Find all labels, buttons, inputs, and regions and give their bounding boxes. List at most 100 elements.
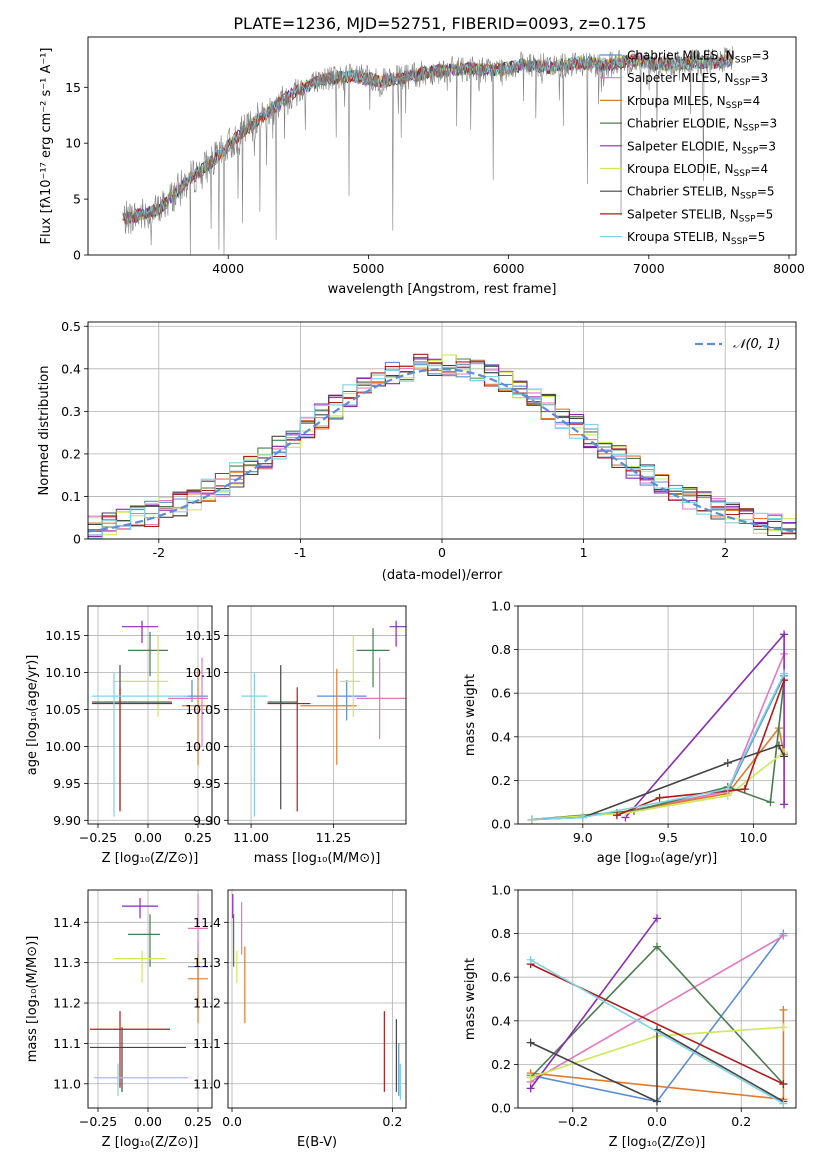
x-tick-label: 9.0 (573, 830, 593, 845)
y-tick-label: 15 (65, 80, 81, 95)
y-tick-label: 0.2 (491, 1057, 511, 1072)
legend-label: Salpeter MILES, NSSP=3 (627, 71, 768, 88)
y-tick-label: 11.4 (53, 915, 81, 930)
figure-title: PLATE=1236, MJD=52751, FIBERID=0093, z=0… (233, 14, 646, 33)
axes-frame (87, 605, 213, 825)
x-tick-label: 8000 (773, 261, 805, 276)
legend-label-sub: SSP (739, 214, 756, 224)
mass-vs-extinction-panel: 0.0 0.2 11.0 11.1 11.2 11.3 11.4 E(B-V) (193, 889, 407, 1150)
legend: 𝒩(0, 1) (695, 337, 780, 352)
mass-weight-line (531, 726, 785, 821)
x-axis-label: age [log₁₀(age/yr)] (597, 851, 718, 866)
legend-label: Salpeter ELODIE, NSSP=3 (627, 139, 776, 156)
axes-frame (227, 605, 407, 825)
normal-reference-curve (88, 368, 794, 533)
mass-weight-line (531, 751, 785, 821)
x-tick-label: 0.25 (184, 830, 212, 845)
age-vs-metallicity-panel: −0.25 0.00 0.25 9.90 9.95 10.00 10.05 10.10 10.1… (25, 605, 213, 866)
x-tick-label: 10.0 (739, 830, 767, 845)
y-tick-label: 11.2 (53, 996, 81, 1011)
x-tick-label: 4000 (212, 261, 244, 276)
legend-label-suffix: =5 (748, 230, 766, 244)
legend-label-name: Salpeter STELIB, N (627, 207, 739, 221)
y-tick-label: 0.3 (61, 404, 81, 419)
x-tick-label: 0.0 (647, 1114, 667, 1129)
legend-label-sub: SSP (741, 146, 758, 156)
x-axis-label: Z [log₁₀(Z/Z⊙)] (102, 851, 199, 866)
legend-label-name: Kroupa STELIB, N (627, 230, 731, 244)
legend-label-sub: SSP (731, 237, 748, 247)
plot-area (92, 620, 208, 817)
plot-area (88, 353, 796, 539)
y-tick-label: 10.15 (45, 628, 81, 643)
x-tick-label: 0.2 (731, 1114, 751, 1129)
x-tick-label: -1 (294, 545, 306, 560)
x-axis-label: wavelength [Angstrom, rest frame] (328, 282, 557, 297)
legend-label-name: Kroupa MILES, N (627, 94, 726, 108)
plot-area (90, 894, 208, 1096)
y-tick-label: 10.10 (45, 665, 81, 680)
y-tick-label: 10.15 (185, 628, 221, 643)
x-tick-label: 0.25 (184, 1114, 212, 1129)
legend-label-suffix: =3 (758, 139, 776, 153)
mass-weight-line (530, 1028, 784, 1103)
mass-weight-line (531, 673, 785, 821)
weight-vs-metallicity-panel: −0.2 0.0 0.2 0.0 0.2 0.4 0.6 0.8 1.0 Z [log₁₀(Z/Z… (463, 883, 797, 1150)
legend-label-sub: SSP (726, 101, 743, 111)
x-axis-label: Z [log₁₀(Z/Z⊙)] (609, 1135, 706, 1150)
x-tick-label: −0.25 (79, 830, 117, 845)
legend-label-name: Salpeter MILES, N (627, 71, 734, 85)
y-tick-label: 0.6 (491, 970, 511, 985)
x-axis-label: Z [log₁₀(Z/Z⊙)] (102, 1135, 199, 1150)
legend-label-suffix: =3 (752, 49, 770, 63)
residual-histogram-step (88, 361, 796, 539)
axes-frame (227, 889, 407, 1109)
residual-histogram-panel: -2 -1 0 1 2 0 0.1 0.2 0.3 0.4 0.5 (data-model)/erro… (37, 319, 797, 583)
x-tick-label: 9.5 (658, 830, 678, 845)
y-tick-label: 5 (73, 192, 81, 207)
legend-label-suffix: =5 (756, 207, 774, 221)
y-tick-label: 9.95 (53, 776, 81, 791)
plot-area (526, 914, 788, 1108)
y-tick-label: 11.0 (193, 1076, 221, 1091)
legend-label-name: Kroupa ELODIE, N (627, 162, 734, 176)
legend-label-sub: SSP (740, 192, 757, 202)
legend-label: Salpeter STELIB, NSSP=5 (627, 207, 773, 224)
y-axis-label: age [log₁₀(age/yr)] (25, 655, 40, 776)
y-tick-label: 11.1 (193, 1036, 221, 1051)
y-tick-label: 10.00 (45, 739, 81, 754)
legend-label-name: Chabrier ELODIE, N (627, 117, 743, 131)
x-tick-label: 0.2 (382, 1114, 402, 1129)
x-tick-label: 0.0 (222, 1114, 242, 1129)
y-tick-label: 0.8 (491, 926, 511, 941)
legend-label: 𝒩(0, 1) (733, 337, 780, 352)
y-tick-label: 11.0 (53, 1076, 81, 1091)
y-tick-label: 0.5 (61, 319, 81, 334)
y-tick-label: 0.6 (491, 686, 511, 701)
axes-frame (517, 889, 797, 1109)
axes-frame (517, 605, 797, 825)
legend-label-sub: SSP (734, 169, 751, 179)
x-tick-label: 11.00 (233, 830, 269, 845)
y-tick-label: 0.4 (491, 1013, 511, 1028)
observed-spectrum-line (122, 46, 733, 255)
x-tick-label: 5000 (352, 261, 384, 276)
y-tick-label: 9.95 (193, 776, 221, 791)
legend-label-name: Chabrier STELIB, N (627, 185, 740, 199)
legend-label: Chabrier ELODIE, NSSP=3 (627, 117, 777, 134)
mass-weight-line (531, 744, 785, 821)
y-tick-label: 0.8 (491, 642, 511, 657)
y-tick-label: 1.0 (491, 883, 511, 898)
y-tick-label: 0.2 (491, 773, 511, 788)
spectrum-panel: 4000 5000 6000 7000 8000 0 5 10 15 wavelength [An… (39, 36, 805, 297)
x-axis-label: E(B-V) (297, 1135, 337, 1150)
axes-frame (87, 889, 213, 1109)
weight-vs-age-panel: 9.0 9.5 10.0 0.0 0.2 0.4 0.6 0.8 1.0 age [log₁₀(a… (463, 599, 797, 866)
y-axis-label: mass weight (463, 674, 478, 756)
legend-label-suffix: =3 (759, 117, 777, 131)
y-tick-label: 11.3 (193, 955, 221, 970)
y-tick-label: 11.3 (53, 955, 81, 970)
x-tick-label: −0.2 (558, 1114, 588, 1129)
x-tick-label: 7000 (633, 261, 665, 276)
